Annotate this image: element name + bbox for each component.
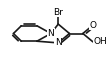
Text: Br: Br [53,8,63,17]
Text: N: N [55,38,62,47]
Text: O: O [89,21,96,30]
Text: N: N [48,29,54,38]
Text: OH: OH [94,37,107,46]
